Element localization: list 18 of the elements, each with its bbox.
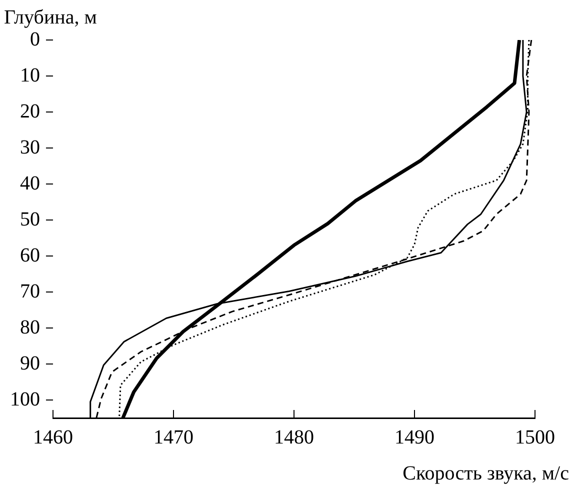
x-tick-label: 1480	[274, 426, 314, 448]
x-tick-label: 1500	[515, 426, 555, 448]
y-tick-label: 60	[20, 244, 40, 266]
y-tick-label: 50	[20, 208, 40, 230]
y-tick-label: 10	[20, 64, 40, 86]
y-tick-label: 20	[20, 100, 40, 122]
y-tick-label: 100	[10, 388, 40, 410]
x-tick-label: 1470	[154, 426, 194, 448]
y-tick-label: 80	[20, 316, 40, 338]
y-axis-title: Глубина, м	[4, 6, 98, 28]
y-tick-label: 90	[20, 352, 40, 374]
y-tick-label: 70	[20, 280, 40, 302]
y-tick-label: 0	[30, 28, 40, 50]
x-tick-label: 1490	[394, 426, 434, 448]
x-tick-label: 1460	[33, 426, 73, 448]
x-axis-title: Скорость звука, м/с	[402, 462, 570, 484]
y-tick-label: 40	[20, 172, 40, 194]
y-tick-label: 30	[20, 136, 40, 158]
